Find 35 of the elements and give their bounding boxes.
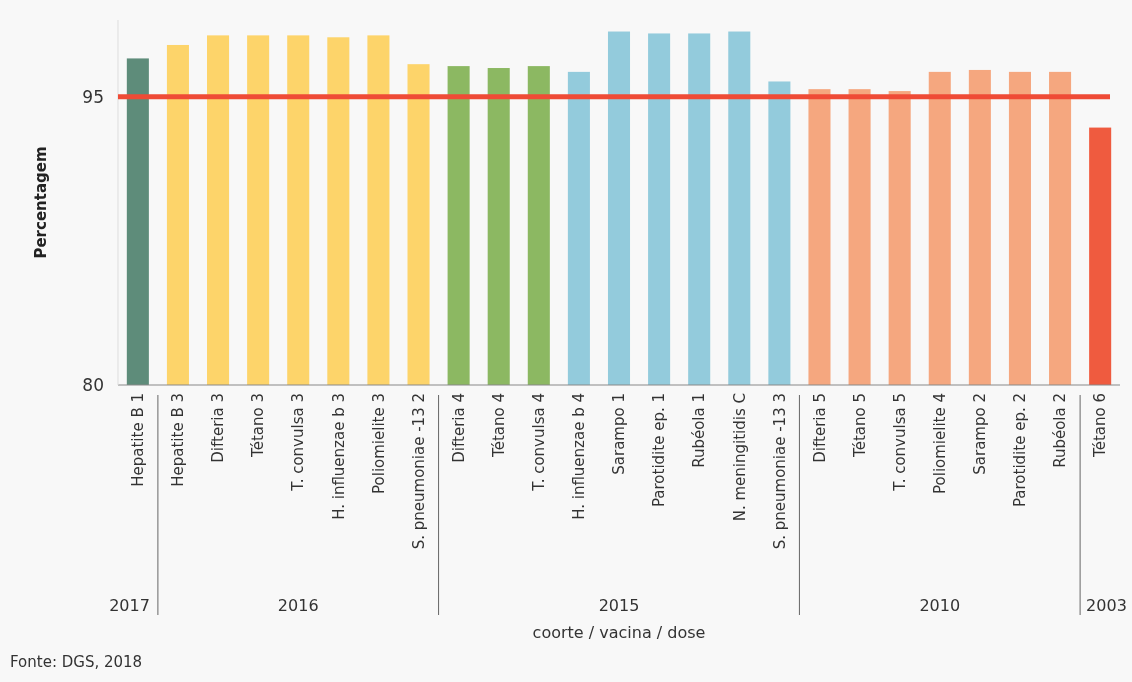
x-tick-label: H. influenzae b 4 (570, 393, 589, 520)
x-tick-label: Rubéola 1 (690, 393, 709, 468)
x-tick-label: Sarampo 1 (610, 393, 629, 475)
text: 2015 (598, 595, 640, 615)
x-tick-label: Difteria 4 (449, 393, 468, 463)
y-tick-label: 95 (82, 86, 104, 107)
x-tick-label: Rubéola 2 (1051, 393, 1070, 468)
x-tick-label: Tétano 3 (249, 393, 268, 458)
x-tick-label: Poliomielite 3 (369, 393, 388, 494)
x-tick-label: Tétano 4 (489, 393, 508, 458)
y-axis-title: Percentagem (32, 146, 50, 259)
x-tick-label: S. pneumoniae -13 2 (409, 393, 428, 550)
x-tick-label: H. influenzae b 3 (329, 393, 348, 520)
x-axis-title: coorte / vacina / dose (532, 622, 706, 642)
text: 2016 (277, 595, 319, 615)
x-tick-label: Hepatite B 1 (129, 393, 148, 487)
x-tick-label: S. pneumoniae -13 3 (770, 393, 789, 550)
x-tick-label: Poliomielite 4 (931, 393, 950, 494)
x-tick-label: N. meningitidis C (730, 393, 749, 522)
x-tick-label: Sarampo 2 (971, 393, 990, 475)
x-tick-label: T. convulsa 5 (890, 393, 909, 492)
x-tick-label: Difteria 3 (209, 393, 228, 463)
text: 2017 (109, 595, 150, 615)
text: 2003 (1086, 595, 1127, 615)
source-note: Fonte: DGS, 2018 (10, 653, 143, 672)
x-tick-label: Difteria 5 (810, 393, 829, 463)
text: 2010 (919, 595, 961, 615)
x-tick-label: Hepatite B 3 (169, 393, 188, 487)
x-tick-label: Parotidite ep. 1 (650, 393, 669, 508)
x-tick-label: T. convulsa 3 (289, 393, 308, 492)
x-tick-label: Tétano 5 (850, 393, 869, 458)
y-tick-label: 80 (82, 374, 104, 395)
x-tick-label: Tétano 6 (1091, 393, 1110, 458)
x-tick-label: T. convulsa 4 (530, 393, 549, 492)
x-tick-label: Parotidite ep. 2 (1011, 393, 1030, 508)
